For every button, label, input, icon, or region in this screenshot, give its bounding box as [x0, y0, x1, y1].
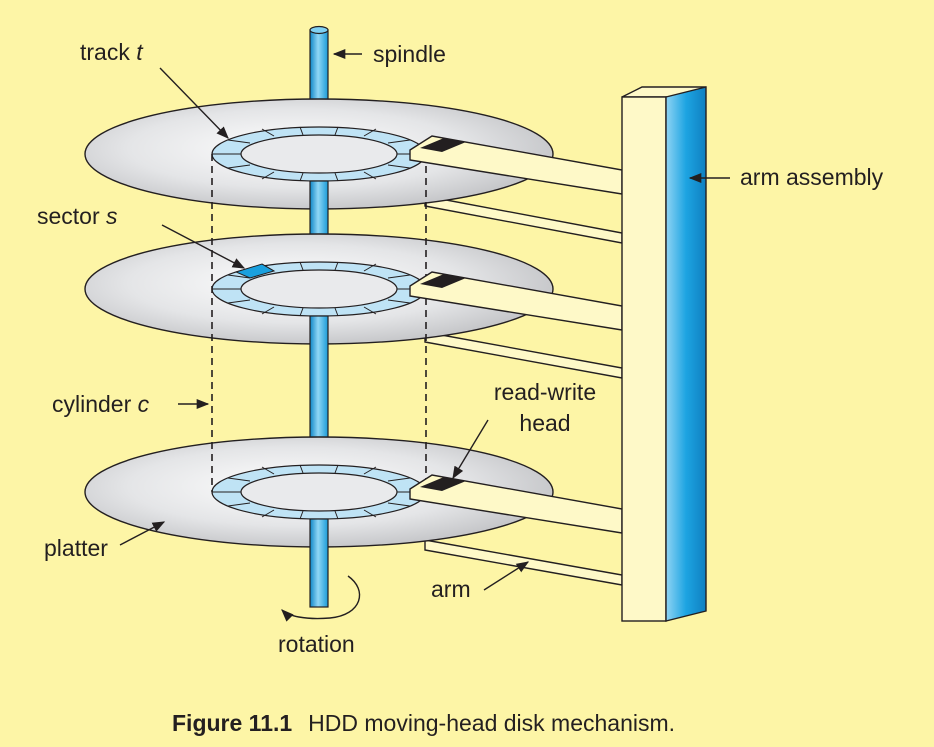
arm-assembly-column	[621, 86, 707, 622]
track-label: track t	[80, 39, 144, 65]
head-3	[420, 477, 466, 491]
read-write-label: read-write	[494, 379, 596, 405]
figure-caption: Figure 11.1 HDD moving-head disk mechanis…	[172, 710, 675, 736]
figure-number: Figure 11.1	[172, 710, 292, 736]
platter-label: platter	[44, 535, 108, 561]
head-1	[420, 138, 466, 152]
platter-pointer	[119, 521, 166, 546]
platter-3	[84, 436, 554, 548]
spindle-bottom	[309, 518, 329, 608]
read-write-heads	[420, 138, 466, 491]
head-label: head	[519, 410, 570, 436]
rotation-label: rotation	[278, 631, 355, 657]
platter-1	[84, 98, 554, 210]
head-pointer	[452, 419, 489, 480]
sector-pointer	[161, 224, 246, 269]
arm-label: arm	[431, 576, 471, 602]
sector-label: sector s	[37, 203, 118, 229]
spindle-top-cap	[309, 25, 329, 35]
spindle-label: spindle	[373, 41, 446, 67]
cylinder-label: cylinder c	[52, 391, 150, 417]
arm-pointer	[483, 561, 530, 591]
rotation-arrow	[281, 575, 361, 622]
figure-caption-text: HDD moving-head disk mechanism.	[308, 710, 675, 736]
cylinder-outline	[211, 154, 427, 492]
track-pointer	[159, 67, 229, 139]
head-2	[420, 274, 466, 288]
arms-upper	[409, 135, 623, 534]
arm-assembly-label: arm assembly	[740, 164, 884, 190]
